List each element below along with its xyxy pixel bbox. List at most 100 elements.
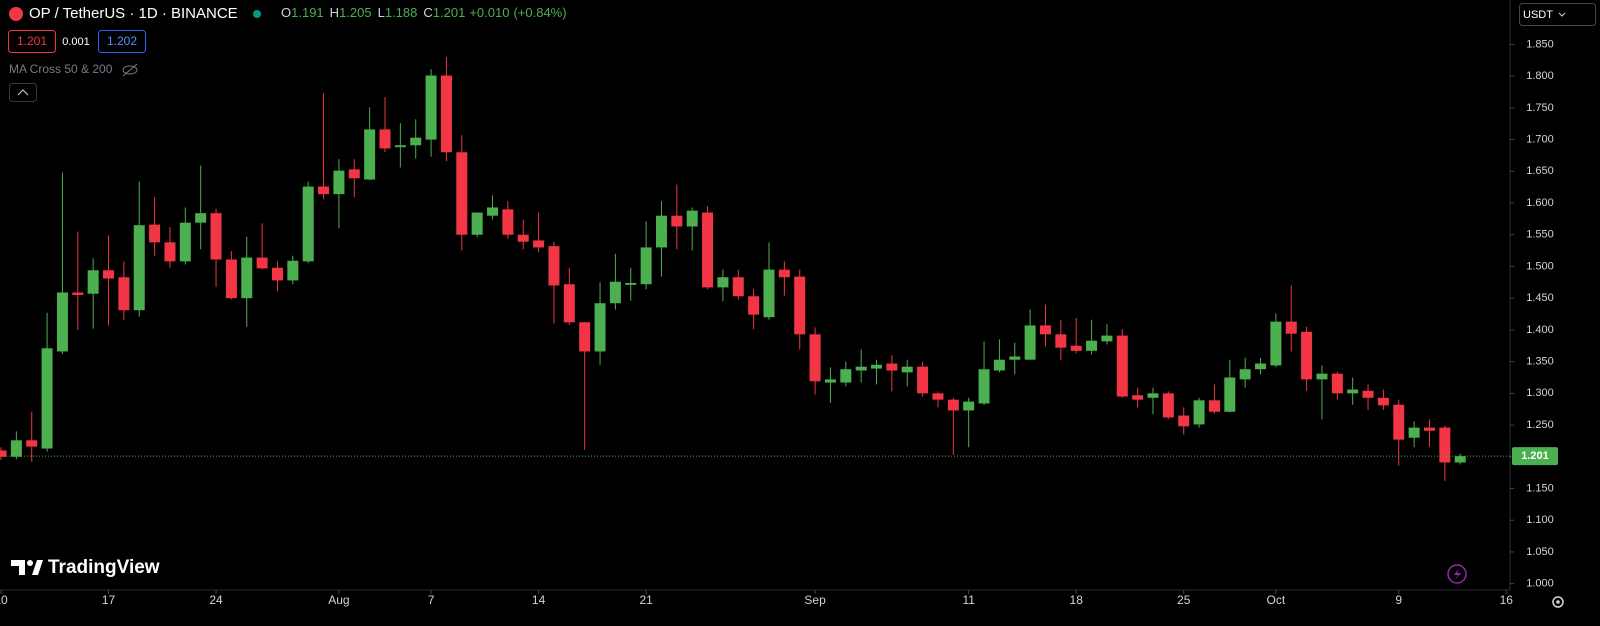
symbol-icon [9,7,23,21]
x-tick-label: 17 [102,593,116,607]
candle-body [640,247,652,285]
indicator-label: MA Cross 50 & 200 [9,62,113,76]
candle-body [686,210,698,227]
candle-body [901,366,913,373]
candle-body [1208,400,1220,412]
candle-body [824,379,836,383]
candle-body [840,369,852,383]
candle-body [1347,389,1359,394]
y-tick-label: 1.300 [1526,387,1554,399]
collapse-button[interactable] [9,83,37,102]
candle-body [717,277,729,288]
x-tick-label: 7 [428,593,435,607]
y-tick-label: 1.500 [1526,260,1554,272]
legend-value: 1.188 [385,5,418,20]
y-tick-label: 1.250 [1526,419,1554,431]
brand: TradingView [48,557,160,578]
candle-body [1147,393,1159,398]
candle-body [794,276,806,335]
candle-body [1024,325,1036,360]
y-tick-label: 1.450 [1526,292,1554,304]
candle-body [241,257,253,299]
candle-body [1162,393,1174,418]
candle-body [394,145,406,148]
logo-icon [11,560,43,575]
x-tick-label: 9 [1395,593,1402,607]
candle-body [410,137,422,146]
currency[interactable]: USDT [1523,9,1553,21]
candle-body [471,212,483,235]
candle-body [579,322,591,352]
candle-body [502,209,514,235]
candle-body [118,277,130,311]
candle-body [149,224,161,243]
candle-body [10,440,22,457]
legend-label: O [281,5,291,20]
y-tick-label: 1.050 [1526,546,1554,558]
legend-change: +0.010 [469,5,509,20]
candle-body [41,348,53,449]
candle-body [56,292,68,352]
legend-label: L [378,5,385,20]
candle-body [164,242,176,262]
candle-body [748,296,760,315]
candle-body [1116,335,1128,397]
y-tick-label: 1.350 [1526,356,1554,368]
candle-body [1055,334,1067,348]
candle-body [1439,427,1451,463]
legend-label: H [330,5,339,20]
candle-body [456,152,468,235]
candle-body [287,260,299,281]
y-tick-label: 1.400 [1526,324,1554,336]
y-tick-label: 1.850 [1526,38,1554,50]
candle-body [1255,363,1267,370]
candle-body [855,366,867,371]
sell-box[interactable] [8,30,56,53]
candle-body [1285,321,1297,334]
buy-box[interactable] [98,30,146,53]
ohlc-legend: O1.191 H1.205 L1.188 C1.201 +0.010 (+0.84%) [281,5,567,20]
candle-body [1009,356,1021,360]
candle-body [1377,397,1389,406]
candle-body [809,334,821,382]
x-tick-label: 25 [1177,593,1191,607]
candle-body [440,75,452,153]
candle-body [533,240,545,248]
chart-title: OP / TetherUS · 1D · BINANCE [29,5,238,22]
settings-button[interactable] [1552,596,1564,608]
currency-box[interactable] [1519,3,1596,26]
candle-body [1239,369,1251,380]
last-price-label: 1.201 [1521,450,1549,462]
candle-body [993,359,1005,371]
bid-price[interactable]: 1.201 [17,34,47,48]
hide-icon[interactable] [122,63,138,77]
candle-body [1362,390,1374,398]
candle-body [778,269,790,278]
x-tick-label: 10 [0,593,8,607]
settings-icon [1556,600,1560,604]
candle-body [1316,373,1328,380]
candle-body [963,401,975,411]
collapse-icon [17,89,29,96]
candle-body [348,169,360,179]
y-tick-label: 1.550 [1526,229,1554,241]
candle-body [1178,415,1190,427]
candle-body [625,282,637,285]
candle-body [195,213,207,223]
y-tick-label: 1.100 [1526,514,1554,526]
candle-body [1331,373,1343,394]
lightning-button[interactable] [1447,564,1467,584]
candle-body [256,257,268,269]
x-tick-label: Sep [804,593,826,607]
y-tick-label: 1.750 [1526,102,1554,114]
candle-body [333,170,345,195]
candle-body [1193,400,1205,425]
candle-body [133,225,145,311]
candle-body [0,450,7,457]
y-tick-label: 1.150 [1526,482,1554,494]
ask-price[interactable]: 1.202 [107,34,137,48]
spread: 0.001 [62,36,90,48]
legend-value: 1.201 [433,5,466,20]
legend-value: 1.205 [339,5,372,20]
